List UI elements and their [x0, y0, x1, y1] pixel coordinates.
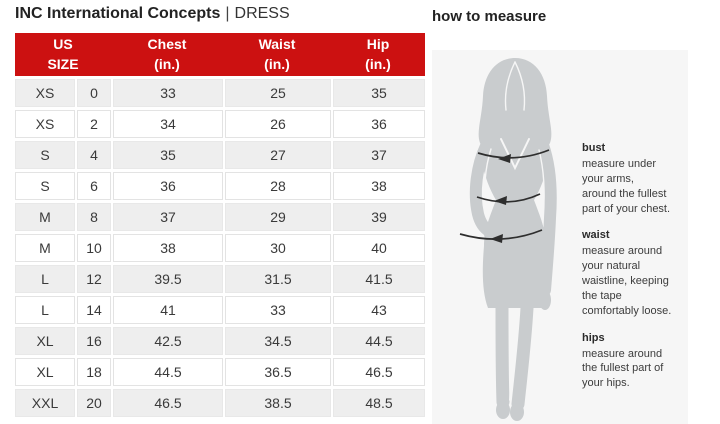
size-label-cell: XS — [15, 79, 75, 107]
chest-cell: 46.5 — [113, 389, 223, 417]
hip-cell: 35 — [333, 79, 425, 107]
size-label-cell: S — [15, 141, 75, 169]
waist-cell: 34.5 — [225, 327, 331, 355]
size-label-cell: L — [15, 296, 75, 324]
figure-left-arm — [469, 140, 495, 237]
hip-cell: 44.5 — [333, 327, 425, 355]
size-number-cell: 0 — [77, 79, 111, 107]
hip-cell: 43 — [333, 296, 425, 324]
bust-label: bust — [582, 142, 606, 154]
size-chart-section: INC International Concepts | DRESS US SIZE… — [15, 4, 425, 417]
size-number-cell: 14 — [77, 296, 111, 324]
size-number-cell: 10 — [77, 234, 111, 262]
chest-cell: 34 — [113, 110, 223, 138]
waist-cell: 28 — [225, 172, 331, 200]
hip-cell: 40 — [333, 234, 425, 262]
table-row: XS 0 33 25 35 — [15, 79, 425, 107]
waist-section: waist measure around your natural waistl… — [582, 229, 684, 318]
waist-measure-arrow-icon — [476, 193, 541, 205]
figure-right-arm — [537, 139, 557, 296]
table-row: XS 2 34 26 36 — [15, 110, 425, 138]
table-row: M 8 37 29 39 — [15, 203, 425, 231]
table-header: US SIZE Chest (in.) Waist (in.) Hip (in.… — [15, 33, 425, 76]
hip-cell: 48.5 — [333, 389, 425, 417]
hip-cell: 37 — [333, 141, 425, 169]
waist-cell: 29 — [225, 203, 331, 231]
waist-label: waist — [582, 229, 610, 242]
size-number-cell: 16 — [77, 327, 111, 355]
chest-cell: 33 — [113, 79, 223, 107]
table-row: L 14 41 33 43 — [15, 296, 425, 324]
waist-cell: 33 — [225, 296, 331, 324]
hip-cell: 46.5 — [333, 358, 425, 386]
table-row: L 12 39.5 31.5 41.5 — [15, 265, 425, 293]
hip-cell: 36 — [333, 110, 425, 138]
title-separator: | — [225, 5, 230, 22]
how-to-measure-heading: how to measure — [432, 8, 547, 25]
waist-cell: 36.5 — [225, 358, 331, 386]
waist-cell: 38.5 — [225, 389, 331, 417]
table-body: XS 0 33 25 35 XS 2 34 26 36 S 4 35 27 37… — [15, 79, 425, 417]
chest-cell: 36 — [113, 172, 223, 200]
table-row: XL 18 44.5 36.5 46.5 — [15, 358, 425, 386]
hip-cell: 38 — [333, 172, 425, 200]
chest-cell: 37 — [113, 203, 223, 231]
table-row: S 6 36 28 38 — [15, 172, 425, 200]
size-number-cell: 12 — [77, 265, 111, 293]
table-row: S 4 35 27 37 — [15, 141, 425, 169]
size-label-cell: XL — [15, 358, 75, 386]
chest-cell: 44.5 — [113, 358, 223, 386]
waist-cell: 27 — [225, 141, 331, 169]
chest-cell: 39.5 — [113, 265, 223, 293]
figure-legs — [495, 301, 510, 409]
column-header-hip: Hip (in.) — [365, 35, 391, 72]
page-title: INC International Concepts | DRESS — [15, 4, 425, 24]
bust-measure-arrow-icon — [477, 149, 550, 163]
hip-cell: 41.5 — [333, 265, 425, 293]
hips-instructions: measure around the fullest part of your … — [582, 347, 664, 390]
size-label-cell: XXL — [15, 389, 75, 417]
how-to-measure-panel: bust measure under your arms, around the… — [432, 50, 688, 424]
size-number-cell: 2 — [77, 110, 111, 138]
measure-instructions: bust measure under your arms, around the… — [582, 142, 684, 404]
waist-cell: 31.5 — [225, 265, 331, 293]
size-number-cell: 4 — [77, 141, 111, 169]
hips-measure-arrow-icon — [459, 229, 543, 243]
size-number-cell: 6 — [77, 172, 111, 200]
size-label-cell: L — [15, 265, 75, 293]
bust-instructions: measure under your arms, around the full… — [582, 158, 671, 215]
column-header-us-size: US SIZE — [47, 35, 79, 72]
product-type: DRESS — [234, 5, 290, 22]
brand-name: INC International Concepts — [15, 5, 221, 22]
size-number-cell: 8 — [77, 203, 111, 231]
figure-torso — [482, 134, 548, 308]
hip-cell: 39 — [333, 203, 425, 231]
size-label-cell: S — [15, 172, 75, 200]
size-number-cell: 18 — [77, 358, 111, 386]
waist-cell: 30 — [225, 234, 331, 262]
waist-instructions: measure around your natural waistline, k… — [582, 245, 672, 317]
hips-section: hips measure around the fullest part of … — [582, 332, 684, 392]
chest-cell: 41 — [113, 296, 223, 324]
size-number-cell: 20 — [77, 389, 111, 417]
column-header-waist: Waist (in.) — [258, 35, 296, 72]
size-label-cell: M — [15, 234, 75, 262]
size-label-cell: XL — [15, 327, 75, 355]
size-label-cell: XS — [15, 110, 75, 138]
size-label-cell: M — [15, 203, 75, 231]
bust-section: bust measure under your arms, around the… — [582, 142, 684, 216]
table-row: M 10 38 30 40 — [15, 234, 425, 262]
table-row: XXL 20 46.5 38.5 48.5 — [15, 389, 425, 417]
chest-cell: 42.5 — [113, 327, 223, 355]
table-row: XL 16 42.5 34.5 44.5 — [15, 327, 425, 355]
figure-head — [478, 58, 552, 155]
column-header-chest: Chest (in.) — [147, 35, 187, 72]
hips-label: hips — [582, 331, 605, 344]
chest-cell: 35 — [113, 141, 223, 169]
chest-cell: 38 — [113, 234, 223, 262]
female-figure-illustration — [459, 58, 557, 421]
waist-cell: 25 — [225, 79, 331, 107]
waist-cell: 26 — [225, 110, 331, 138]
